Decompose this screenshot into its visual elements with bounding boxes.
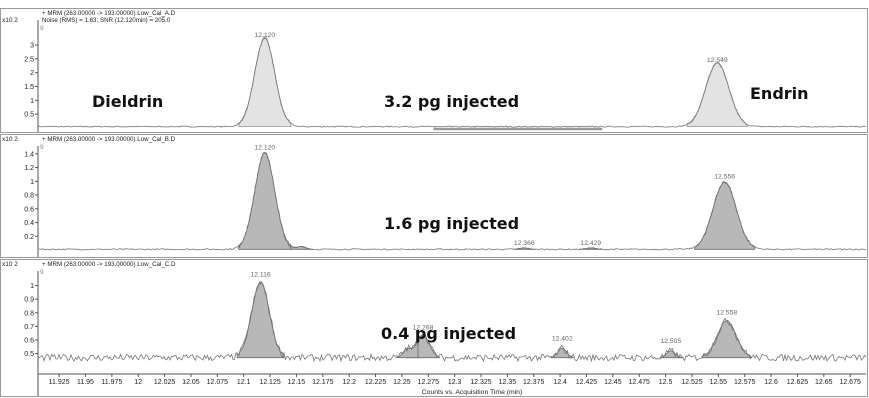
chart-panels: + MRM (263.00000 -> 193.00000) Low_Cal_A…	[0, 8, 868, 397]
x-axis-label: Counts vs. Acquisition Time (min)	[422, 389, 522, 396]
x-tick-label: 12.65	[815, 379, 833, 386]
x-tick-label: 12.5	[659, 379, 673, 386]
x-tick-label: 12	[134, 379, 142, 386]
panel-header: + MRM (263.00000 -> 193.00000) Low_Cal_A…	[42, 10, 176, 17]
y-tick-label: 0.5	[24, 112, 34, 119]
x-tick-label: 12.425	[576, 379, 598, 386]
x-tick-label: 12.3	[448, 379, 462, 386]
x-tick-label: 12.575	[734, 379, 756, 386]
x-tick-label: 12.6	[764, 379, 778, 386]
x-tick-label: 12.25	[393, 379, 411, 386]
x-tick-label: 11.975	[101, 379, 122, 386]
panel-header: + MRM (263.00000 -> 193.00000) Low_Cal_C…	[42, 261, 176, 268]
y-tick-label: 1.4	[24, 151, 34, 158]
y-tick-label: 1	[30, 98, 34, 105]
panel-1: + MRM (263.00000 -> 193.00000) Low_Cal_A…	[0, 8, 868, 133]
panel-header: + MRM (263.00000 -> 193.00000) Low_Cal_B…	[42, 136, 176, 143]
y-tick-label: 0.9	[24, 297, 34, 304]
x-axis: 11.925 11.95 11.975 12 12.025 12.05 12.075 12.1…	[38, 373, 866, 396]
trace-marker: 9	[40, 144, 44, 151]
y-tick-label: 0.7	[24, 324, 34, 331]
peak-area-4	[550, 347, 575, 359]
y-tick-label: 3	[30, 43, 34, 50]
y-scale-label: x10 2	[2, 17, 18, 24]
y-tick-label: 0.6	[24, 206, 34, 213]
x-tick-label: 12.15	[288, 379, 306, 386]
annotation: Dieldrin	[92, 92, 163, 111]
peak-label: 12.116	[250, 271, 271, 278]
y-tick-label: 0.2	[24, 234, 34, 241]
x-tick-label: 12.45	[604, 379, 622, 386]
y-tick-label: 1	[30, 283, 34, 290]
y-tick-label: 0.4	[24, 220, 34, 227]
panel-2: + MRM (263.00000 -> 193.00000) Low_Cal_B…	[0, 134, 868, 258]
y-scale-label: x10 2	[2, 261, 18, 268]
x-tick-label: 12.1	[237, 379, 251, 386]
annotation: Endrin	[750, 84, 809, 103]
trace-line	[37, 37, 867, 128]
annotation: 3.2 pg injected	[384, 92, 519, 111]
trace-marker: 9	[40, 269, 44, 276]
x-tick-label: 12.325	[470, 379, 492, 386]
annotation: 0.4 pg injected	[381, 324, 516, 343]
x-tick-label: 11.925	[49, 379, 70, 386]
x-tick-label: 12.05	[182, 379, 200, 386]
trace-line	[37, 281, 867, 363]
peak-label: 12.268	[413, 324, 434, 331]
x-tick-label: 12.55	[710, 379, 728, 386]
x-tick-label: 12.2	[342, 379, 356, 386]
x-tick-label: 12.675	[839, 379, 861, 386]
peak-label: 12.556	[714, 173, 735, 180]
x-tick-label: 12.175	[312, 379, 334, 386]
peak-label: 12.549	[707, 57, 728, 64]
x-tick-label: 12.4	[553, 379, 567, 386]
peak-label: 12.558	[716, 310, 737, 317]
x-tick-label: 12.475	[629, 379, 651, 386]
peak-label: 12.120	[254, 32, 275, 39]
x-tick-label: 12.525	[681, 379, 703, 386]
x-tick-label: 12.625	[787, 379, 809, 386]
x-tick-label: 12.025	[154, 379, 176, 386]
y-tick-label: 2.5	[24, 56, 34, 63]
x-tick-label: 12.075	[207, 379, 229, 386]
peak-label: 12.402	[552, 335, 573, 342]
y-tick-label: 2	[30, 70, 34, 77]
panel-3: + MRM (263.00000 -> 193.00000) Low_Cal_C…	[0, 259, 868, 397]
x-tick-label: 12.275	[418, 379, 440, 386]
y-tick-label: 1.5	[24, 84, 34, 91]
y-tick-label: 1.2	[24, 165, 34, 172]
x-tick-label: 12.35	[499, 379, 517, 386]
y-scale-label: x10 2	[2, 136, 18, 143]
x-tick-label: 12.225	[365, 379, 387, 386]
y-tick-label: 1	[30, 179, 34, 186]
trace-marker: 9	[40, 25, 44, 32]
x-tick-label: 12.125	[259, 379, 281, 386]
peak-label: 12.366	[514, 240, 535, 247]
x-tick-label: 12.375	[523, 379, 545, 386]
annotation: 1.6 pg injected	[384, 214, 519, 233]
panel-noise-info: Noise (RMS) = 1.63; SNR (12.120min) = 20…	[42, 17, 171, 24]
peak-label: 12.505	[660, 338, 681, 345]
peak-label: 12.429	[580, 240, 601, 247]
y-tick-label: 0.8	[24, 310, 34, 317]
y-tick-label: 0.8	[24, 193, 34, 200]
trace-line	[37, 152, 867, 251]
y-tick-label: 0.6	[24, 338, 34, 345]
x-tick-label: 11.95	[77, 379, 94, 386]
y-tick-label: 0.5	[24, 351, 34, 358]
peak-label: 12.120	[254, 144, 275, 151]
